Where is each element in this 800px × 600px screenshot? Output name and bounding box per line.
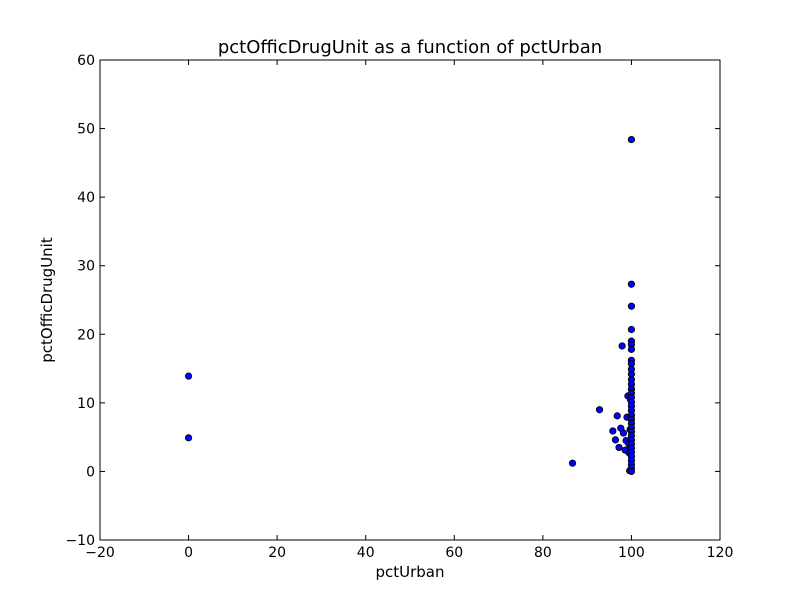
data-point xyxy=(184,434,193,442)
data-point xyxy=(619,429,628,437)
data-point xyxy=(627,302,636,310)
chart-title: pctOfficDrugUnit as a function of pctUrb… xyxy=(218,37,602,58)
y-tick-label: 60 xyxy=(77,53,95,69)
x-tick-label: 60 xyxy=(445,545,463,561)
x-tick-label: −20 xyxy=(85,545,115,561)
data-point xyxy=(627,467,636,476)
data-point xyxy=(627,280,636,288)
x-axis-label: pctUrban xyxy=(375,563,444,581)
x-tick-label: 40 xyxy=(357,545,375,561)
x-tick-label: 0 xyxy=(184,545,193,561)
x-tick-label: 20 xyxy=(268,545,286,561)
y-tick-label: 20 xyxy=(77,327,95,343)
data-point xyxy=(627,325,636,334)
data-point xyxy=(595,406,604,414)
y-tick-label: 40 xyxy=(77,190,95,206)
axis-ticks: −20 0 20 40 60 80 100 120 −10 0 10 20 30 40 50 60 xyxy=(65,53,733,561)
data-points xyxy=(184,135,636,476)
data-point xyxy=(184,372,193,380)
y-tick-label: 50 xyxy=(77,122,95,138)
data-point xyxy=(618,342,626,350)
x-tick-label: 120 xyxy=(707,545,734,561)
data-point xyxy=(613,412,621,420)
x-tick-label: 80 xyxy=(534,545,552,561)
y-tick-label: 30 xyxy=(77,259,95,275)
y-tick-label: 0 xyxy=(86,464,95,480)
x-tick-label: 100 xyxy=(618,545,645,561)
plot-area xyxy=(100,60,720,540)
y-axis-label: pctOfficDrugUnit xyxy=(38,237,56,363)
y-tick-label: 10 xyxy=(77,396,95,412)
data-point xyxy=(568,459,577,467)
y-tick-label: −10 xyxy=(65,533,95,549)
data-point xyxy=(611,436,620,444)
data-point xyxy=(615,443,623,452)
data-point xyxy=(609,427,617,435)
data-point xyxy=(627,345,636,353)
data-point xyxy=(627,135,636,144)
axes-frame xyxy=(99,59,721,541)
